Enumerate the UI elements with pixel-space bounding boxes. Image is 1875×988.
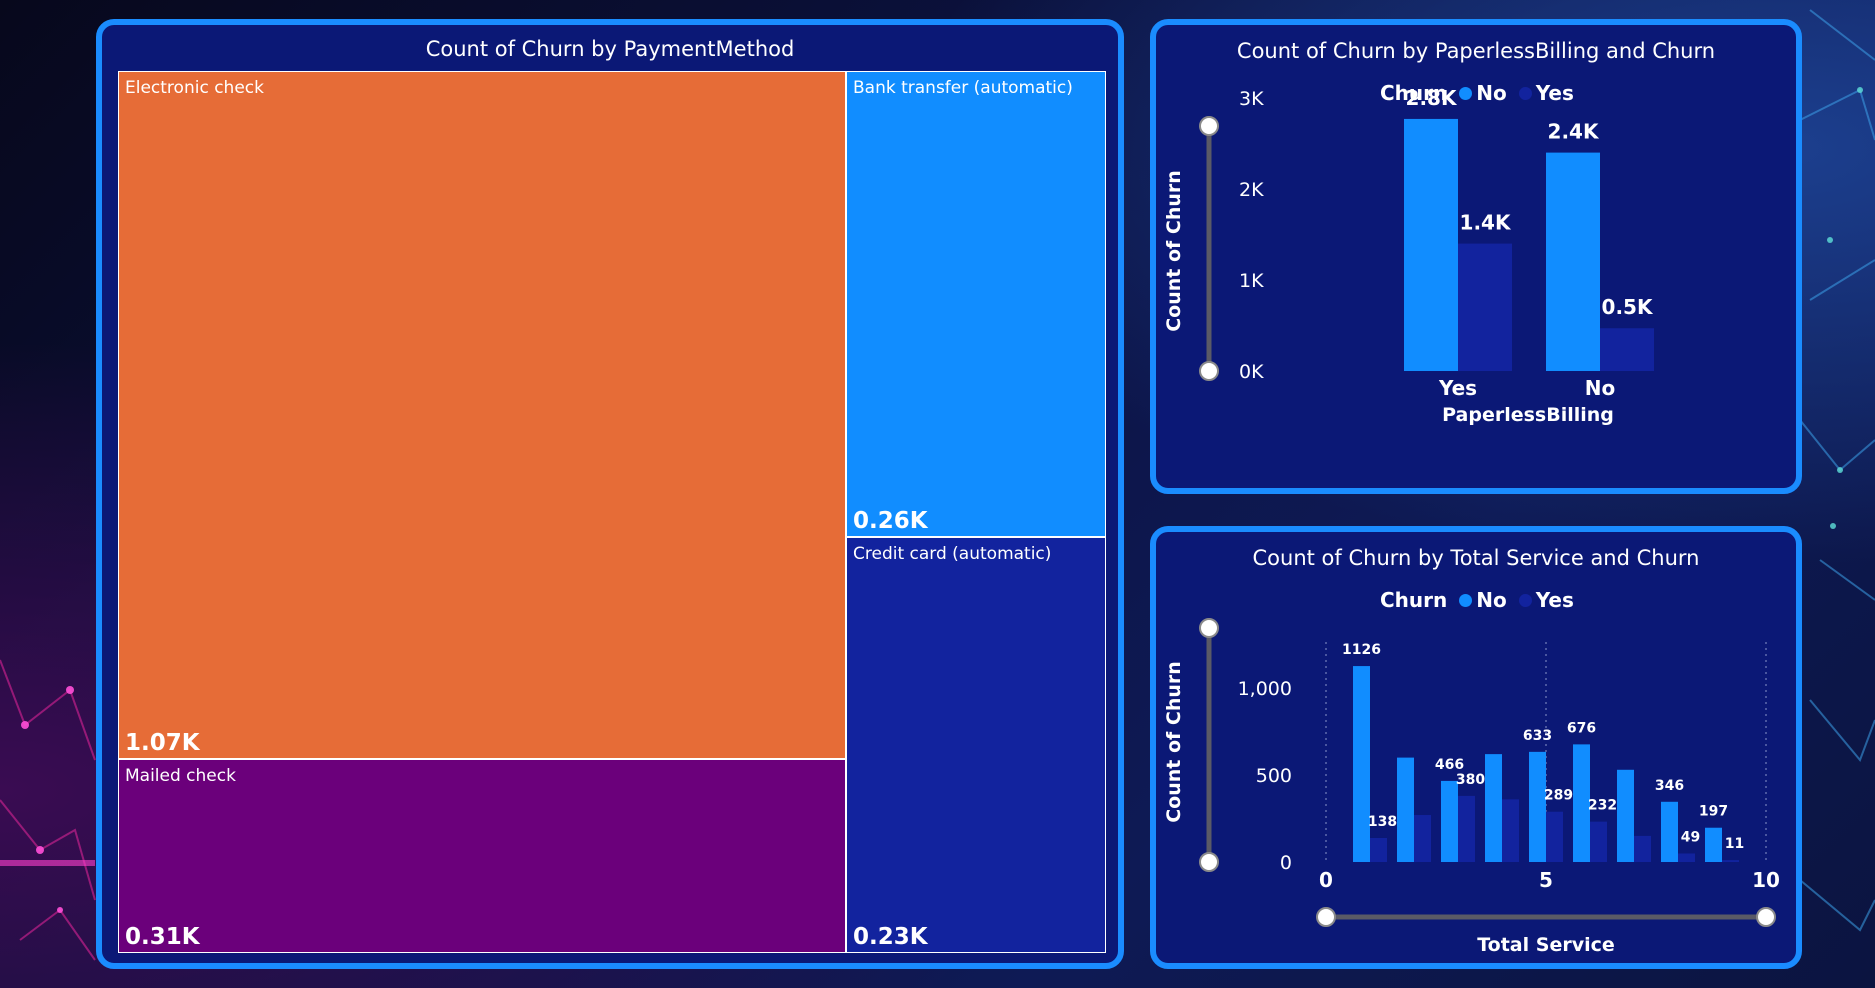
legend-yes-swatch — [1518, 86, 1532, 100]
data-label: 1126 — [1342, 642, 1381, 658]
bar-yes-4[interactable] — [1502, 799, 1519, 862]
treemap-tile-mailed-check[interactable]: Mailed check 0.31K — [118, 759, 846, 953]
data-label: 1.4K — [1460, 211, 1512, 235]
legend-yes-swatch — [1518, 593, 1532, 607]
bar-no-yes[interactable] — [1404, 118, 1458, 372]
y-tick-label: 3K — [1239, 88, 1264, 110]
data-label: 197 — [1699, 804, 1728, 820]
x-tick-label: 10 — [1752, 868, 1780, 892]
treemap-tile-value: 1.07K — [125, 730, 200, 756]
paperless-legend: Churn No Yes — [1380, 81, 1574, 105]
y-tick-label: 0 — [1280, 852, 1292, 874]
service-legend: Churn No Yes — [1380, 588, 1574, 612]
data-label: 380 — [1456, 772, 1485, 788]
y-axis-title: Count of Churn — [1163, 661, 1185, 823]
x-axis-title: Total Service — [1477, 934, 1615, 956]
y-zoom-slider-handle-bottom[interactable] — [1199, 852, 1219, 872]
x-tick-label: No — [1585, 376, 1615, 400]
legend-item-no[interactable]: No — [1476, 588, 1507, 612]
treemap-area: Electronic check 1.07K Mailed check 0.31… — [118, 71, 1106, 953]
paperless-chart: Count of Churn 0K 1K 2K 3K 2.8K 1.4K 2.4K 0.5K… — [1163, 86, 1654, 426]
bar-yes-8[interactable] — [1678, 853, 1695, 862]
bar-yes-yes[interactable] — [1458, 243, 1512, 371]
x-tick-label: 5 — [1539, 868, 1553, 892]
data-label: 2.4K — [1548, 120, 1600, 144]
y-tick-label: 1K — [1239, 270, 1264, 292]
bar-no-5[interactable] — [1529, 751, 1546, 862]
y-tick-label: 1,000 — [1238, 678, 1292, 700]
y-zoom-slider-handle-top[interactable] — [1199, 116, 1219, 136]
treemap-tile-label: Electronic check — [125, 78, 264, 98]
legend-item-yes[interactable]: Yes — [1535, 588, 1574, 612]
data-label: 49 — [1681, 829, 1700, 845]
treemap-tile-value: 0.26K — [853, 508, 928, 534]
bar-yes-3[interactable] — [1458, 795, 1475, 862]
treemap-tile-credit-card[interactable]: Credit card (automatic) 0.23K — [846, 537, 1106, 953]
legend-item-yes[interactable]: Yes — [1535, 81, 1574, 105]
x-tick-label: 0 — [1319, 868, 1333, 892]
data-label: 0.5K — [1602, 295, 1654, 319]
data-label: 232 — [1588, 798, 1617, 814]
bar-yes-9[interactable] — [1722, 860, 1739, 862]
legend-title: Churn — [1380, 81, 1448, 105]
y-tick-label: 2K — [1239, 179, 1264, 201]
legend-no-swatch — [1459, 86, 1473, 100]
treemap-panel: Count of Churn by PaymentMethod Electron… — [96, 19, 1124, 969]
data-label: 138 — [1368, 814, 1397, 830]
y-tick-label: 500 — [1256, 765, 1292, 787]
treemap-title: Count of Churn by PaymentMethod — [425, 37, 795, 61]
bar-yes-no[interactable] — [1600, 328, 1654, 371]
bar-no-9[interactable] — [1705, 827, 1722, 862]
bar-no-1[interactable] — [1353, 666, 1370, 862]
y-zoom-slider-handle-bottom[interactable] — [1199, 361, 1219, 381]
x-tick-label: Yes — [1438, 376, 1477, 400]
data-label: 466 — [1435, 757, 1464, 773]
x-axis-title: PaperlessBilling — [1442, 404, 1614, 426]
service-panel: Count of Churn by Total Service and Chur… — [1150, 526, 1802, 969]
data-label: 2.8K — [1406, 86, 1458, 110]
data-label: 633 — [1523, 728, 1552, 744]
bar-yes-7[interactable] — [1634, 835, 1651, 862]
bar-yes-2[interactable] — [1414, 815, 1431, 862]
treemap-tile-label: Mailed check — [125, 766, 236, 786]
bar-no-no[interactable] — [1546, 152, 1600, 371]
bar-no-6[interactable] — [1573, 744, 1590, 862]
paperless-title: Count of Churn by PaperlessBilling and C… — [1236, 39, 1716, 63]
y-zoom-slider-handle-top[interactable] — [1199, 618, 1219, 638]
treemap-tile-value: 0.23K — [853, 924, 928, 950]
bar-no-4[interactable] — [1485, 754, 1502, 862]
bar-no-3[interactable] — [1441, 780, 1458, 862]
legend-no-swatch — [1459, 593, 1473, 607]
x-zoom-slider-handle-left[interactable] — [1316, 907, 1336, 927]
bar-yes-5[interactable] — [1546, 811, 1563, 862]
treemap-tile-value: 0.31K — [125, 924, 200, 950]
treemap-tile-label: Credit card (automatic) — [853, 544, 1052, 564]
treemap-tile-electronic-check[interactable]: Electronic check 1.07K — [118, 71, 846, 759]
data-label: 346 — [1655, 778, 1684, 794]
bar-yes-1[interactable] — [1370, 837, 1387, 862]
bar-no-7[interactable] — [1617, 769, 1634, 862]
y-axis-title: Count of Churn — [1163, 170, 1185, 332]
data-label: 289 — [1544, 788, 1573, 804]
y-tick-label: 0K — [1239, 361, 1264, 383]
data-label: 11 — [1725, 836, 1744, 852]
paperless-panel: Count of Churn by PaperlessBilling and C… — [1150, 19, 1802, 494]
bar-yes-6[interactable] — [1590, 821, 1607, 862]
x-zoom-slider-handle-right[interactable] — [1756, 907, 1776, 927]
service-title: Count of Churn by Total Service and Chur… — [1252, 546, 1700, 570]
bar-no-2[interactable] — [1397, 757, 1414, 862]
treemap-tile-label: Bank transfer (automatic) — [853, 78, 1073, 98]
treemap-tile-bank-transfer[interactable]: Bank transfer (automatic) 0.26K — [846, 71, 1106, 537]
legend-title: Churn — [1380, 588, 1448, 612]
bar-no-8[interactable] — [1661, 801, 1678, 862]
data-label: 676 — [1567, 720, 1596, 736]
legend-item-no[interactable]: No — [1476, 81, 1507, 105]
